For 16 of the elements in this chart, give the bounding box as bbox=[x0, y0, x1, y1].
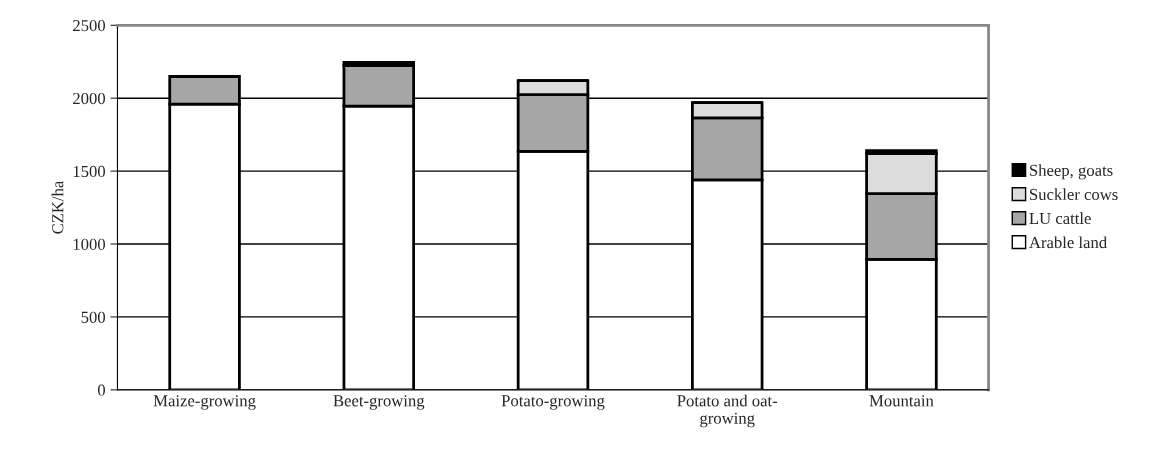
y-tick-label: 1000 bbox=[73, 238, 106, 250]
y-tick-label: 2500 bbox=[73, 19, 106, 32]
x-tick-label: Mountain bbox=[869, 395, 934, 407]
y-axis-title: CZK/ha bbox=[51, 180, 64, 234]
x-tick-label: Potato and oat- growing bbox=[677, 394, 778, 428]
y-tick-label: 2000 bbox=[73, 92, 106, 105]
x-tick-label: Maize-growing bbox=[153, 395, 256, 410]
legend-label: Arable land bbox=[1029, 236, 1107, 249]
y-tick-label: 0 bbox=[97, 384, 106, 396]
x-tick-label: Beet-growing bbox=[333, 395, 425, 410]
y-tick-label: 1500 bbox=[73, 165, 106, 178]
legend-label: Suckler cows bbox=[1030, 188, 1118, 201]
legend-label: LU cattle bbox=[1029, 212, 1091, 225]
y-tick-label: 500 bbox=[81, 311, 106, 323]
legend-label: Sheep, goats bbox=[1030, 164, 1113, 180]
x-tick-label: Potato-growing bbox=[501, 395, 605, 410]
